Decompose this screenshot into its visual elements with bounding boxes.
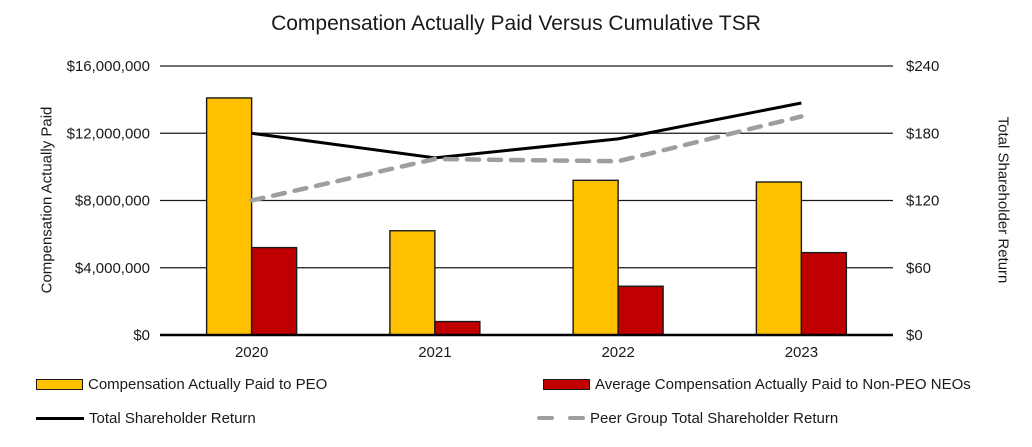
left-axis-tick-label: $16,000,000: [67, 58, 150, 75]
peer-tsr-line: [249, 114, 804, 203]
chart-title: Compensation Actually Paid Versus Cumula…: [271, 12, 761, 35]
right-axis-tick-label: $240: [906, 58, 939, 75]
x-axis-tick-label: 2023: [785, 344, 818, 361]
bar-non-peo-2022: [617, 285, 664, 336]
bar-peo-2023: [755, 181, 803, 336]
right-axis-tick-label: $0: [906, 327, 923, 344]
left-axis-tick-label: $4,000,000: [75, 260, 150, 277]
left-axis-tick-label: $8,000,000: [75, 193, 150, 210]
x-axis-tick-label: 2021: [418, 344, 451, 361]
tsr-line: [251, 101, 802, 160]
x-axis-tick-label: 2022: [601, 344, 634, 361]
x-axis-tick-label: 2020: [235, 344, 268, 361]
right-axis-tick-label: $60: [906, 260, 931, 277]
bar-peo-2021: [389, 230, 436, 336]
bar-non-peo-2021: [434, 320, 481, 336]
bar-peo-2022: [572, 179, 619, 336]
right-axis-tick-label: $120: [906, 193, 939, 210]
right-axis-tick-label: $180: [906, 125, 939, 142]
bar-non-peo-2023: [800, 251, 848, 336]
left-axis-tick-label: $0: [133, 327, 150, 344]
bar-peo-2020: [205, 97, 253, 336]
left-axis-tick-label: $12,000,000: [67, 125, 150, 142]
bar-non-peo-2020: [250, 246, 298, 336]
